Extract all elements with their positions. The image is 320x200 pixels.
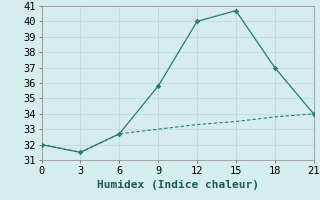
X-axis label: Humidex (Indice chaleur): Humidex (Indice chaleur) (97, 180, 259, 190)
